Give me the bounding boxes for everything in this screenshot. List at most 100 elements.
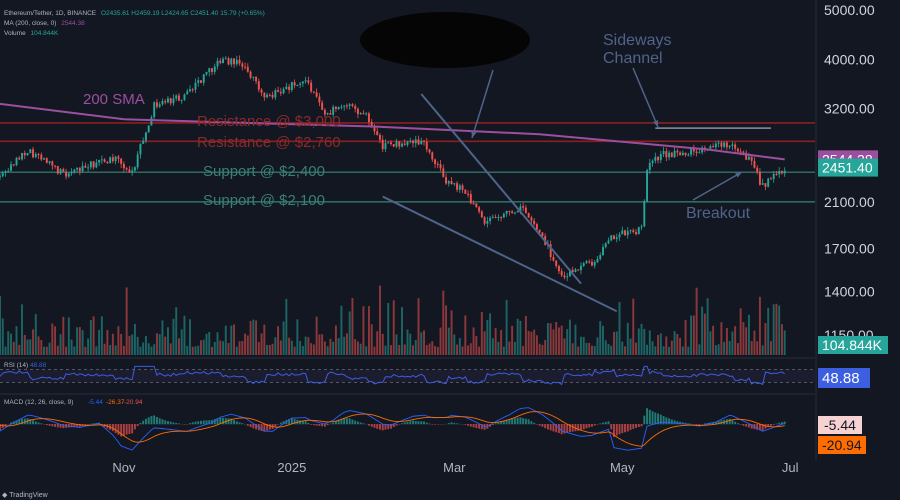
macd-histogram-bar [23,418,26,425]
volume-bar [714,345,717,355]
candle-body [78,167,81,172]
volume-bar [15,326,18,355]
macd-histogram-bar [133,424,136,430]
volume-bar [136,336,139,355]
macd-histogram-bar [659,414,662,425]
candle-body [412,140,414,144]
macd-histogram-bar [312,424,315,426]
candle-body [725,142,728,148]
macd-histogram-bar [51,424,54,427]
volume-bar [34,314,37,355]
candle-body [403,143,406,145]
macd-histogram-bar [613,424,615,437]
candle-body [505,210,508,214]
candle-body [629,230,632,232]
candle-body [560,271,563,276]
volume-bar [632,298,635,355]
macd-histogram-bar [277,424,280,425]
macd-histogram-bar [208,420,211,425]
candle-body [321,102,324,110]
macd-histogram-bar [54,424,57,427]
candle-body [390,142,392,145]
macd-histogram-bar [169,421,172,425]
rsi-label-box [818,368,870,388]
macd-histogram-bar [690,423,693,425]
volume-bar [348,311,351,355]
candle-body [362,113,365,115]
volume-bar [676,333,679,355]
macd-histogram-bar [469,424,472,427]
volume-bar [497,341,500,355]
volume-bar [618,302,621,355]
volume-bar [414,340,417,355]
volume-bar [530,331,533,355]
candle-body [750,156,753,161]
volume-bar [379,285,381,355]
candle-body [387,142,390,144]
volume-bar [574,324,577,355]
volume-bar [739,308,742,355]
macd-histogram-bar [434,424,436,425]
candle-body [591,261,593,266]
candle-body [337,107,340,110]
macd-histogram-bar [511,418,514,425]
candle-body [568,269,571,277]
candle-body [334,106,337,110]
level-annotation: Resistance @ $2,760 [197,134,341,151]
macd-histogram-bar [92,423,95,425]
volume-bar [304,336,307,355]
macd-histogram-bar [354,420,357,425]
candle-body [431,152,434,160]
candle-body [494,216,497,218]
macd-histogram-bar [687,423,690,425]
macd-histogram-bar [178,423,180,425]
candle-body [745,152,748,160]
volume-bar [111,333,114,355]
volume-bar [114,345,117,355]
volume-bar [753,330,756,355]
candle-body [780,171,783,174]
macd-histogram-bar [252,424,255,429]
volume-bar [12,341,15,355]
volume-bar [563,338,566,355]
macd-histogram-bar [32,420,35,425]
macd-histogram-bar [21,419,23,425]
candle-body [599,255,602,260]
macd-histogram-bar [183,424,186,425]
candle-body [244,66,247,68]
macd-histogram-bar [428,423,431,425]
macd-pane: MACD (12, 26, close, 9) -5.44 -26.37 -20.9… [0,399,786,451]
macd-histogram-bar [508,419,511,425]
macd-histogram-bar [370,424,373,427]
macd-histogram-bar [530,421,533,425]
volume-bar [18,344,21,355]
macd-histogram-bar [332,422,335,425]
macd-histogram-bar [522,418,525,425]
volume-bar [271,343,274,355]
volume-bar [178,338,180,355]
candle-body [445,177,448,184]
candle-body [533,220,536,225]
candle-body [659,154,662,161]
macd-histogram-bar [783,421,786,425]
macd-histogram-bar [417,421,420,425]
candle-body [769,178,772,180]
candle-body [637,227,640,235]
candle-body [679,152,682,156]
volume-bar [301,346,304,355]
macd-histogram-bar [714,421,717,425]
candle-body [756,167,759,172]
candle-body [293,82,296,86]
signal-label-box [818,436,866,454]
volume-bar [679,337,682,355]
macd-histogram-bar [621,424,624,434]
macd-histogram-bar [318,424,321,426]
candle-body [255,76,258,82]
candle-body [166,98,169,103]
volume-bar [439,327,442,355]
volume-bar [252,319,255,355]
candle-body [153,102,156,118]
candle-body [37,154,40,156]
volume-bar [150,346,153,355]
